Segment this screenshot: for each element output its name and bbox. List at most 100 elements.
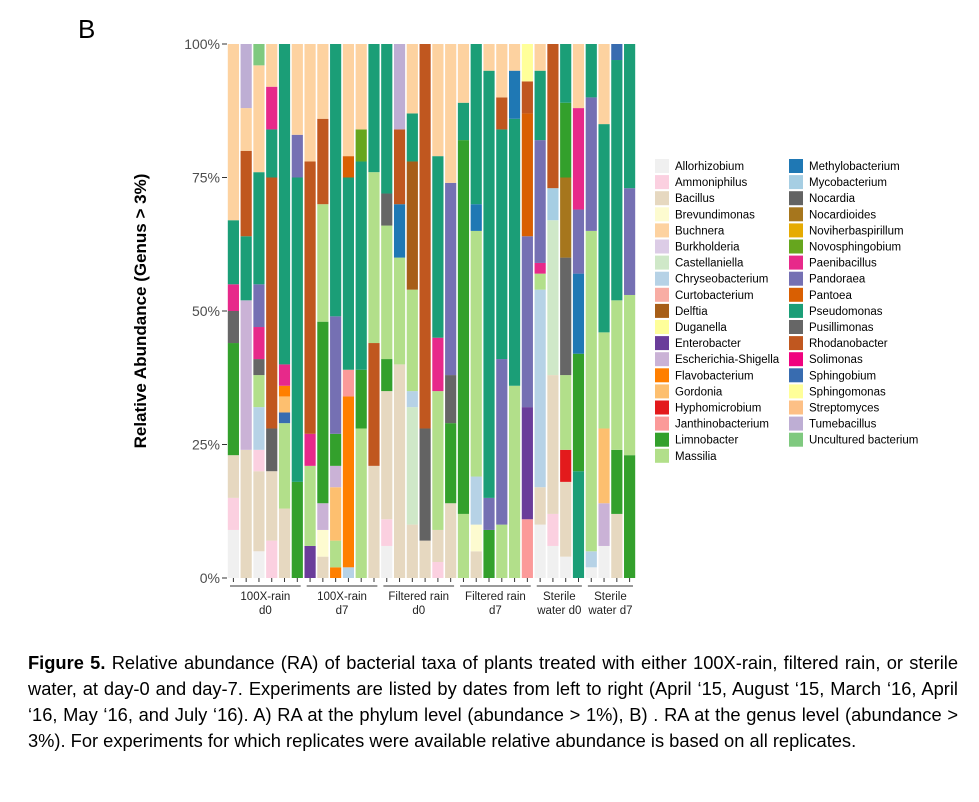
legend-label: Flavobacterium (675, 370, 754, 382)
legend-label: Massilia (675, 451, 717, 463)
bar-segment-pseudomonas (624, 44, 636, 189)
bar-segment-massilia (317, 204, 329, 322)
bar-segment-castellaniella (406, 407, 418, 525)
bar-segment-limnobacter (624, 455, 636, 578)
bar-segment-massilia (406, 289, 418, 392)
bar-segment-limnobacter (355, 369, 367, 429)
legend-label: Curtobacterium (675, 290, 754, 302)
bar-segment-flavobacterium (278, 385, 291, 397)
legend-item: Limnobacter (655, 432, 738, 447)
bar-segment-chryseobacterium (342, 567, 355, 578)
bar-segment-buchnera (291, 44, 303, 135)
bar-segment-brevundimonas (470, 524, 482, 552)
bar-segment-methylobacterium (572, 273, 585, 354)
bar-segment-paenibacillus (304, 433, 316, 466)
bar-segment-pseudomonas (406, 113, 418, 162)
bar-segment-bacillus (534, 487, 546, 525)
bar-segment-rhodanobacter (240, 150, 252, 237)
bar-17 (432, 44, 444, 578)
legend-label: Nocardia (809, 193, 856, 205)
bar-segment-pseudomonas (560, 44, 572, 103)
bar-12 (368, 44, 380, 578)
bar-segment-pseudomonas (572, 471, 585, 578)
bar-segment-pseudomonas (598, 124, 610, 333)
bar-segment-rhodanobacter (368, 343, 380, 466)
legend-swatch (789, 271, 803, 286)
legend-item: Rhodanobacter (789, 336, 888, 351)
bar-segment-pseudomonas (342, 177, 355, 370)
bar-segment-massilia (496, 524, 508, 578)
legend-label: Brevundimonas (675, 209, 755, 221)
bar-segment-escherichia-shigella (317, 503, 329, 530)
bar-segment-rhodanobacter (419, 44, 431, 429)
legend-item: Pandoraea (789, 271, 866, 286)
bar-segment-ammoniphilus (266, 540, 278, 578)
y-tick-label: 100% (184, 36, 220, 52)
legend-swatch (789, 191, 803, 206)
legend-swatch (655, 239, 669, 254)
legend-label: Enterobacter (675, 338, 741, 350)
group-label-line2: d7 (489, 605, 502, 617)
legend-swatch (789, 416, 803, 431)
bar-segment-escherichia-shigella (240, 300, 252, 450)
bar-segment-pandoraea (534, 140, 546, 263)
bar-segment-pandoraea (521, 236, 533, 408)
bar-segment-massilia (534, 273, 546, 290)
bar-segment-massilia (355, 428, 367, 578)
plot-area (227, 44, 636, 578)
bar-segment-ammoniphilus (547, 513, 559, 546)
bar-segment-pseudomonas (432, 156, 444, 338)
legend-label: Sphingobium (809, 370, 876, 382)
bar-segment-buchnera (483, 44, 495, 71)
bar-14 (393, 44, 406, 578)
bar-segment-limnobacter (291, 481, 303, 578)
panel-label: B (78, 14, 96, 44)
bar-segment-pandoraea (291, 134, 303, 178)
legend-item: Methylobacterium (789, 159, 900, 173)
legend: Allorhizobium Ammoniphilus Bacillus Brevund… (655, 159, 918, 463)
legend-item: Massilia (655, 448, 717, 463)
legend-item: Gordonia (655, 384, 723, 399)
bar-segment-buchnera (304, 44, 316, 162)
bar-segment-pandoraea (445, 182, 457, 376)
bar-segment-flavobacterium (342, 396, 355, 568)
bar-segment-methylobacterium (508, 70, 521, 119)
bar-segment-pusillimonas (227, 311, 239, 344)
legend-label: Escherichia-Shigella (675, 354, 780, 366)
bar-segment-pseudomonas (253, 172, 265, 285)
legend-item: Uncultured bacterium (789, 432, 918, 447)
bar-segment-gordonia (598, 428, 610, 504)
bar-segment-rhodanobacter (496, 97, 508, 130)
bar-segment-delftia (406, 161, 418, 290)
legend-label: Castellaniella (675, 258, 744, 270)
bar-segment-massilia (432, 391, 444, 530)
bar-segment-bacillus (470, 551, 482, 578)
legend-item: Nocardioides (789, 207, 876, 222)
bar-segment-pandoraea (483, 497, 495, 530)
legend-swatch (655, 432, 669, 447)
bar-segment-brevundimonas (317, 529, 329, 557)
bar-segment-allorhizobium (253, 551, 265, 578)
bar-segment-novosphingobium (355, 129, 367, 162)
legend-item: Novosphingobium (789, 239, 901, 254)
legend-item: Tumebacillus (789, 416, 877, 431)
bar-segment-paenibacillus (572, 108, 585, 210)
bar-3 (253, 44, 265, 578)
legend-label: Pantoea (809, 290, 852, 302)
bar-2 (240, 44, 252, 578)
bar-16 (419, 44, 431, 578)
bar-26 (547, 44, 559, 578)
bar-segment-limnobacter (381, 359, 393, 392)
bar-segment-pseudomonas (508, 118, 521, 386)
legend-swatch (789, 287, 803, 302)
bar-segment-limnobacter (445, 423, 457, 504)
legend-label: Burkholderia (675, 242, 740, 254)
bar-segment-rhodanobacter (304, 161, 316, 434)
bar-segment-pandoraea (253, 284, 265, 328)
group-label-line1: Sterile (594, 591, 627, 603)
bar-segment-bacillus (432, 529, 444, 562)
bar-segment-castellaniella (547, 220, 559, 376)
bar-23 (508, 44, 521, 578)
legend-swatch (655, 416, 669, 431)
legend-swatch (789, 352, 803, 367)
